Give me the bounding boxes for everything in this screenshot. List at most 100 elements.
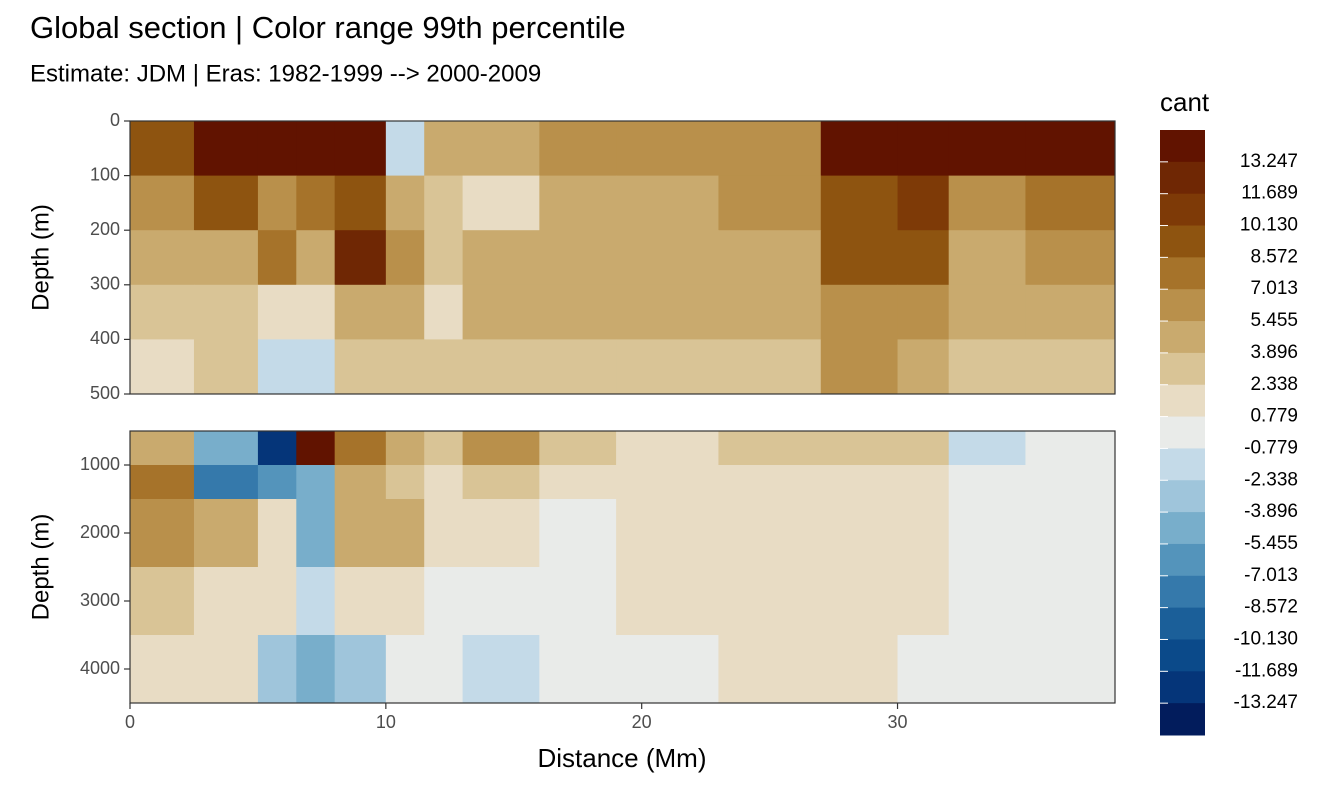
x-tick-label: 30	[888, 712, 908, 732]
legend-label: -13.247	[1234, 692, 1298, 713]
cell	[462, 175, 540, 231]
cell	[385, 465, 425, 500]
cell	[1025, 499, 1116, 568]
cell	[539, 635, 617, 704]
y-tick-label: 2000	[80, 522, 120, 542]
cell	[130, 431, 195, 466]
legend-swatch	[1160, 703, 1205, 736]
cell	[334, 121, 387, 177]
cell	[424, 465, 464, 500]
cell	[296, 465, 336, 500]
cell	[616, 567, 719, 636]
cell	[616, 284, 719, 340]
cell	[539, 121, 617, 177]
cell	[539, 284, 617, 340]
legend-label: 7.013	[1250, 278, 1298, 299]
cell	[385, 284, 425, 340]
cell	[820, 284, 899, 340]
legend-swatch	[1160, 512, 1205, 545]
cell	[257, 465, 297, 500]
cell	[897, 121, 950, 177]
cell	[334, 339, 387, 395]
cell	[948, 339, 1026, 395]
cell	[616, 175, 719, 231]
cell	[130, 499, 195, 568]
cell	[334, 567, 387, 636]
cell	[820, 431, 899, 466]
subtitle: Estimate: JDM | Eras: 1982-1999 --> 2000…	[30, 60, 541, 87]
cell	[539, 230, 617, 286]
legend-swatch	[1160, 161, 1205, 195]
cell	[820, 635, 899, 704]
cell	[193, 339, 259, 395]
cell	[1025, 230, 1116, 286]
cell	[718, 635, 822, 704]
cell	[616, 121, 719, 177]
y-tick-label: 200	[90, 219, 120, 239]
cell	[897, 339, 950, 395]
cell	[462, 339, 540, 395]
cell	[130, 284, 195, 340]
cell	[718, 567, 822, 636]
cell	[193, 499, 259, 568]
cell	[820, 175, 899, 231]
cell	[193, 284, 259, 340]
cell	[193, 230, 259, 286]
cell	[334, 635, 387, 704]
cell	[296, 339, 336, 395]
cell	[257, 230, 297, 286]
cell	[897, 499, 950, 568]
legend-swatch	[1160, 448, 1205, 481]
cell	[130, 230, 195, 286]
cell	[948, 284, 1026, 340]
cell	[616, 230, 719, 286]
cell	[296, 567, 336, 636]
legend-swatch	[1160, 480, 1205, 513]
cell	[296, 230, 336, 286]
legend-label: 10.130	[1240, 215, 1298, 236]
cell	[539, 567, 617, 636]
legend-label: -3.896	[1244, 501, 1298, 522]
cell	[718, 465, 822, 500]
cell	[424, 431, 464, 466]
legend-swatch	[1160, 384, 1205, 418]
cell	[718, 499, 822, 568]
cell	[334, 230, 387, 286]
y-tick-label: 3000	[80, 590, 120, 610]
cell	[462, 230, 540, 286]
cell	[257, 284, 297, 340]
cell	[897, 431, 950, 466]
cell	[718, 121, 822, 177]
cell	[616, 339, 719, 395]
cell	[539, 339, 617, 395]
y-axis-label: Depth (m)	[27, 204, 54, 311]
cell	[193, 635, 259, 704]
cell	[616, 465, 719, 500]
cell	[257, 499, 297, 568]
cell	[897, 635, 950, 704]
cell	[334, 175, 387, 231]
x-axis-label: Distance (Mm)	[537, 743, 706, 773]
cell	[718, 431, 822, 466]
panel-border	[129, 430, 1116, 704]
cell	[296, 635, 336, 704]
legend-swatch	[1160, 289, 1205, 322]
cell	[193, 121, 259, 177]
cell	[296, 121, 336, 177]
cell	[897, 230, 950, 286]
legend-label: 2.338	[1250, 374, 1298, 395]
cell	[948, 465, 1026, 500]
cell	[462, 499, 540, 568]
y-tick-label: 0	[110, 110, 120, 130]
legend-label: -2.338	[1244, 469, 1298, 490]
y-tick-label: 1000	[80, 454, 120, 474]
legend-label: -10.130	[1234, 628, 1298, 649]
cell	[718, 175, 822, 231]
cell	[424, 635, 464, 704]
title: Global section | Color range 99th percen…	[30, 10, 626, 45]
cell	[462, 431, 540, 466]
cell	[193, 431, 259, 466]
cell	[385, 431, 425, 466]
cell	[897, 175, 950, 231]
legend-swatch	[1160, 575, 1205, 609]
